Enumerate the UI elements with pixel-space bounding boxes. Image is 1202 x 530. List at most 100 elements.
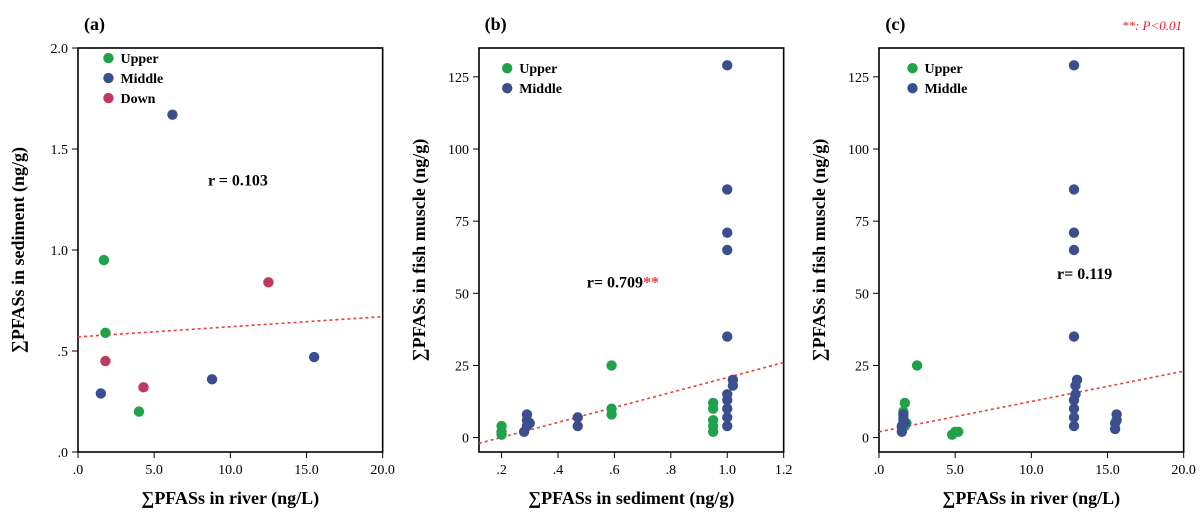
data-point: [167, 109, 177, 119]
legend-marker-icon: [908, 83, 918, 93]
plot-border: [78, 48, 383, 452]
legend-label: Upper: [925, 62, 963, 77]
xtick-label: 10.0: [1019, 463, 1044, 478]
ytick-label: 0: [462, 432, 469, 447]
x-axis-title: ∑PFASs in river (ng/L): [141, 488, 319, 509]
data-point: [263, 277, 273, 287]
data-point: [606, 360, 616, 370]
ytick-label: 50: [455, 287, 469, 302]
ytick-label: 100: [848, 143, 869, 158]
trend-line: [879, 371, 1184, 432]
legend-label: Upper: [120, 52, 158, 67]
data-point: [727, 375, 737, 385]
xtick-label: 10.0: [218, 463, 243, 478]
data-point: [524, 418, 534, 428]
xtick-label: .0: [874, 463, 885, 478]
xtick-label: .4: [552, 463, 563, 478]
x-axis-title: ∑PFASs in river (ng/L): [943, 488, 1121, 509]
xtick-label: .6: [609, 463, 620, 478]
data-point: [1069, 60, 1079, 70]
ytick-label: 1.5: [51, 143, 69, 158]
data-point: [309, 352, 319, 362]
data-point: [953, 427, 963, 437]
xtick-label: 1.0: [718, 463, 736, 478]
correlation-text: r= 0.709**: [586, 275, 658, 292]
xtick-label: 5.0: [145, 463, 163, 478]
data-point: [572, 412, 582, 422]
data-point: [96, 388, 106, 398]
legend-marker-icon: [103, 93, 113, 103]
ytick-label: 75: [855, 215, 869, 230]
data-point: [708, 398, 718, 408]
xtick-label: 5.0: [947, 463, 965, 478]
ytick-label: 75: [455, 215, 469, 230]
data-point: [900, 398, 910, 408]
xtick-label: 15.0: [294, 463, 319, 478]
xtick-label: .2: [496, 463, 507, 478]
plot-c: .05.010.015.020.00255075100125∑PFASs in …: [801, 0, 1202, 530]
xtick-label: 20.0: [1172, 463, 1197, 478]
legend-marker-icon: [103, 53, 113, 63]
trend-line: [78, 317, 383, 337]
ytick-label: 1.0: [51, 244, 69, 259]
plot-a: .05.010.015.020.0.0.51.01.52.0∑PFASs in …: [0, 0, 401, 530]
xtick-label: 15.0: [1096, 463, 1121, 478]
ytick-label: 50: [855, 287, 869, 302]
y-axis-title: ∑PFASs in fish muscle (ng/g): [809, 139, 830, 362]
data-point: [207, 374, 217, 384]
data-point: [722, 245, 732, 255]
data-point: [1072, 375, 1082, 385]
panel-label-a: (a): [84, 14, 105, 35]
figure-container: **: P<0.01 (a).05.010.015.020.0.0.51.01.…: [0, 0, 1202, 530]
data-point: [138, 382, 148, 392]
xtick-label: .0: [73, 463, 84, 478]
ytick-label: 25: [455, 359, 469, 374]
data-point: [912, 360, 922, 370]
data-point: [900, 418, 910, 428]
ytick-label: 125: [848, 71, 869, 86]
legend-label: Middle: [519, 82, 562, 97]
ytick-label: 2.0: [51, 42, 69, 57]
data-point: [134, 406, 144, 416]
legend-marker-icon: [502, 83, 512, 93]
legend-marker-icon: [908, 63, 918, 73]
data-point: [722, 227, 732, 237]
xtick-label: .8: [665, 463, 676, 478]
data-point: [1069, 227, 1079, 237]
correlation-text: r= 0.119: [1057, 266, 1112, 283]
panel-b: (b).2.4.6.81.01.20255075100125∑PFASs in …: [401, 0, 802, 530]
data-point: [722, 389, 732, 399]
data-point: [899, 409, 909, 419]
data-point: [722, 184, 732, 194]
y-axis-title: ∑PFASs in sediment (ng/g): [8, 147, 29, 353]
ytick-label: 125: [448, 71, 469, 86]
x-axis-title: ∑PFASs in sediment (ng/g): [528, 488, 734, 509]
data-point: [708, 415, 718, 425]
plot-b: .2.4.6.81.01.20255075100125∑PFASs in sed…: [401, 0, 802, 530]
xtick-label: 20.0: [370, 463, 395, 478]
ytick-label: 0: [862, 432, 869, 447]
legend-marker-icon: [502, 63, 512, 73]
data-point: [100, 328, 110, 338]
data-point: [722, 60, 732, 70]
correlation-text: r = 0.103: [208, 172, 268, 189]
legend-label: Middle: [120, 72, 163, 87]
data-point: [1069, 331, 1079, 341]
panel-a: (a).05.010.015.020.0.0.51.01.52.0∑PFASs …: [0, 0, 401, 530]
data-point: [99, 255, 109, 265]
panel-label-b: (b): [485, 14, 507, 35]
plot-border: [479, 48, 784, 452]
legend-label: Middle: [925, 82, 968, 97]
data-point: [100, 356, 110, 366]
data-point: [496, 429, 506, 439]
ytick-label: .5: [58, 345, 69, 360]
panel-label-c: (c): [885, 14, 905, 35]
ytick-label: 100: [448, 143, 469, 158]
legend-label: Upper: [519, 62, 557, 77]
legend-marker-icon: [103, 73, 113, 83]
data-point: [1069, 184, 1079, 194]
data-point: [606, 409, 616, 419]
y-axis-title: ∑PFASs in fish muscle (ng/g): [409, 139, 430, 362]
legend-label: Down: [120, 92, 155, 107]
panel-c: (c).05.010.015.020.00255075100125∑PFASs …: [801, 0, 1202, 530]
